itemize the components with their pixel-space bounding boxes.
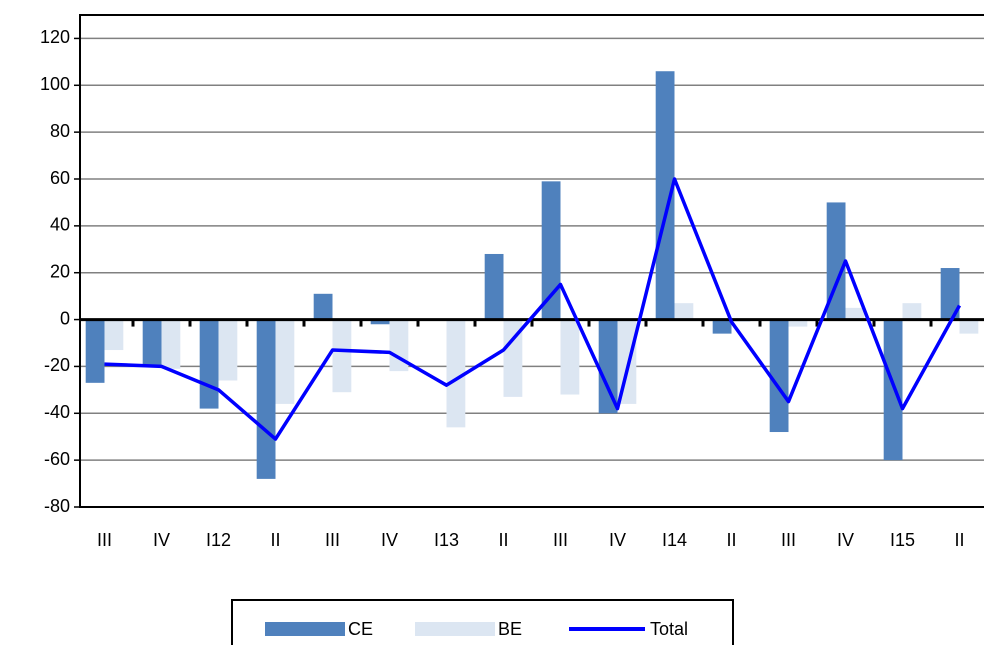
bar [959, 319, 979, 334]
x-tick-label: III [781, 530, 796, 550]
y-tick-label: 0 [60, 308, 70, 328]
y-tick-label: -80 [44, 496, 70, 516]
bar [655, 71, 675, 320]
legend-label: BE [498, 619, 522, 639]
x-tick-label: IV [153, 530, 170, 550]
bar [902, 303, 922, 320]
bar [788, 319, 808, 327]
bar [389, 319, 409, 372]
bar [85, 319, 105, 383]
x-tick-label: II [498, 530, 508, 550]
x-tick-label: I15 [890, 530, 915, 550]
bar [332, 319, 352, 393]
legend-label: CE [348, 619, 373, 639]
x-tick-label: IV [837, 530, 854, 550]
bar [199, 319, 219, 409]
x-tick-label: III [325, 530, 340, 550]
y-tick-label: -20 [44, 355, 70, 375]
bar [674, 303, 694, 320]
bar [104, 319, 124, 351]
legend-swatch [265, 622, 345, 636]
bar [218, 319, 238, 381]
x-tick-label: IV [609, 530, 626, 550]
y-tick-label: 100 [40, 74, 70, 94]
bar [940, 268, 960, 320]
bar [712, 319, 732, 334]
bar [256, 319, 276, 479]
y-tick-label: 20 [50, 261, 70, 281]
y-tick-label: -60 [44, 449, 70, 469]
x-tick-label: II [954, 530, 964, 550]
y-tick-label: 40 [50, 215, 70, 235]
x-tick-label: I13 [434, 530, 459, 550]
bar [541, 181, 561, 320]
x-tick-label: III [97, 530, 112, 550]
bar [769, 319, 789, 433]
legend-swatch [415, 622, 495, 636]
bar [446, 319, 466, 428]
plot-border [79, 14, 984, 508]
bar [161, 319, 181, 369]
bar [370, 319, 390, 325]
bar [826, 202, 846, 320]
legend-box [231, 599, 734, 645]
bar [845, 307, 865, 320]
legend-label: Total [650, 619, 688, 639]
bar [275, 319, 295, 404]
y-tick-label: 80 [50, 121, 70, 141]
bar [883, 319, 903, 461]
bar [313, 293, 333, 320]
x-tick-label: III [553, 530, 568, 550]
bar [503, 319, 523, 397]
x-tick-label: I14 [662, 530, 687, 550]
y-tick-label: 120 [40, 27, 70, 47]
line [104, 177, 962, 441]
bar [484, 253, 504, 320]
x-tick-label: I12 [206, 530, 231, 550]
x-tick-label: IV [381, 530, 398, 550]
x-tick-label: II [726, 530, 736, 550]
bar [560, 319, 580, 395]
x-tick-label: II [270, 530, 280, 550]
y-tick-label: 60 [50, 168, 70, 188]
y-tick-label: -40 [44, 402, 70, 422]
bar [598, 319, 618, 414]
bar [142, 319, 162, 367]
